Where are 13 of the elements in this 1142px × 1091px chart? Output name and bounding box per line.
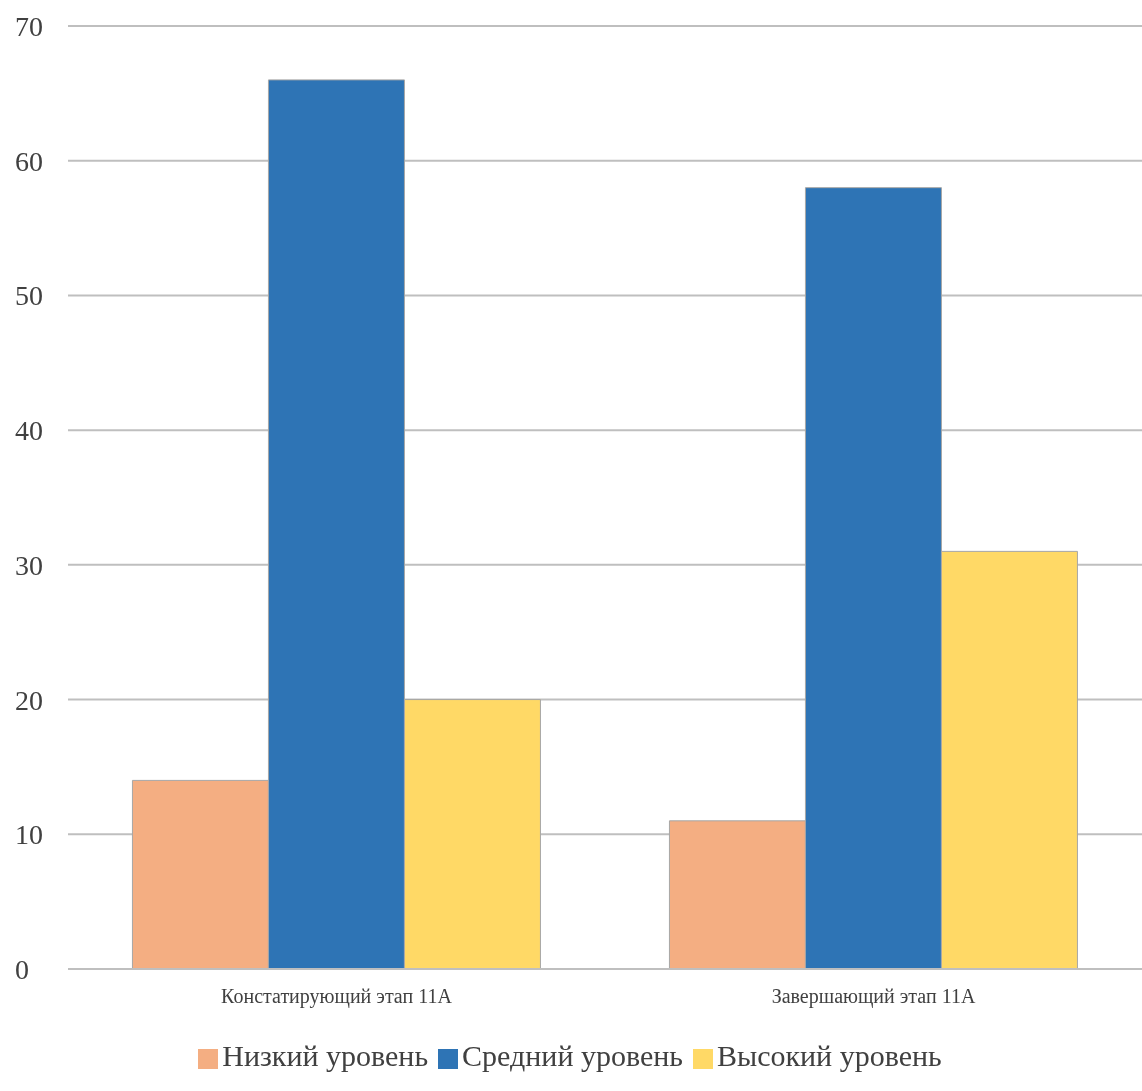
y-tick-label: 60 (15, 145, 43, 177)
legend-label: Высокий уровень (716, 1039, 942, 1072)
legend-label: Средний уровень (462, 1039, 683, 1072)
y-tick-label: 50 (15, 280, 43, 312)
x-tick-label: Завершающий этап 11А (771, 985, 976, 1009)
y-tick-label: 10 (15, 819, 43, 851)
legend-label: Низкий уровень (222, 1039, 429, 1072)
x-tick-label: Констатирующий этап 11А (221, 985, 453, 1009)
y-tick-label: 20 (15, 684, 43, 716)
y-tick-label: 70 (15, 10, 43, 42)
y-tick-label: 40 (15, 415, 43, 447)
y-tick-label: 30 (15, 549, 43, 581)
y-tick-label: 0 (15, 953, 29, 985)
